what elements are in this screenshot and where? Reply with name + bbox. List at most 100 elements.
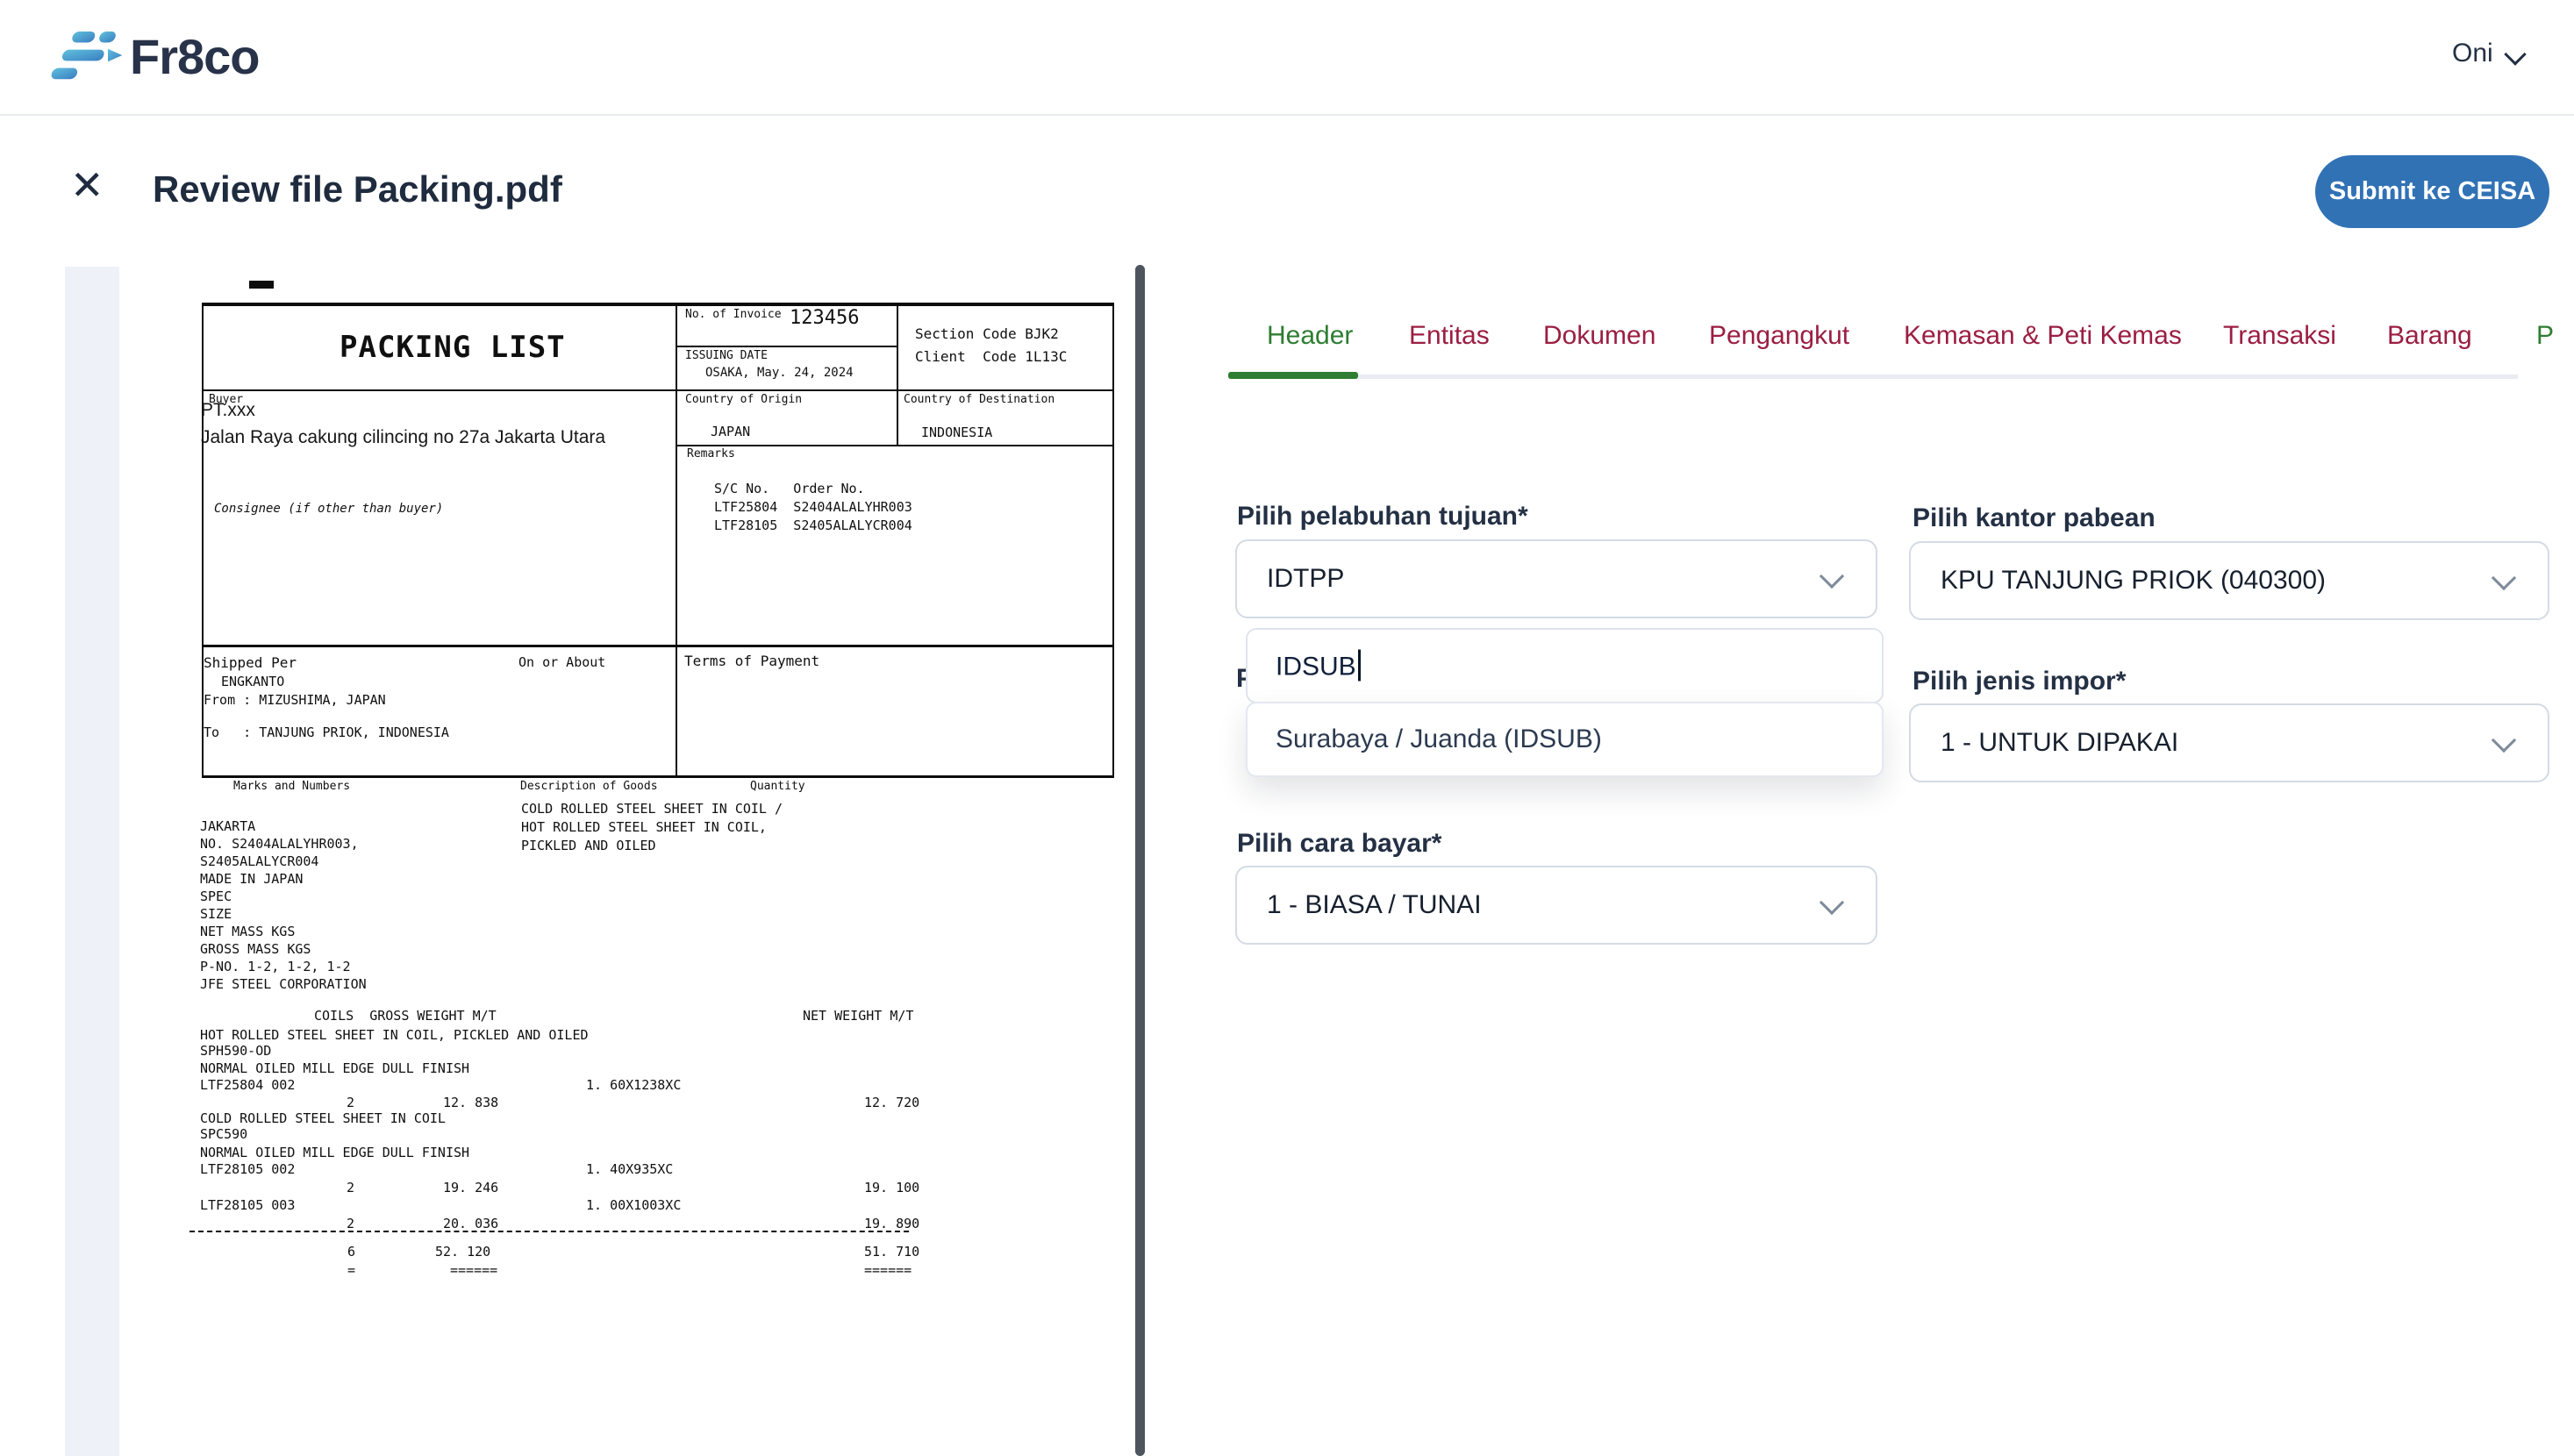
doc-item-spec: SPC590 [200, 1126, 248, 1142]
top-navbar: Fr8co Oni [0, 0, 2574, 116]
port-dropdown-panel: Surabaya / Juanda (IDSUB) [1246, 702, 1884, 777]
doc-item-size: 1. 40X935XC [586, 1161, 674, 1177]
chevron-down-icon[interactable] [2504, 43, 2527, 66]
chevron-down-icon [2491, 565, 2517, 591]
tab-clipped[interactable]: P [2536, 321, 2555, 350]
port-destination-value: IDTPP [1267, 564, 1345, 593]
doc-destination-label: Country of Destination [904, 393, 1055, 406]
brand-name: Fr8co [130, 29, 260, 84]
customs-office-value: KPU TANJUNG PRIOK (040300) [1941, 566, 2327, 595]
doc-marks-line: NET MASS KGS [200, 924, 296, 939]
doc-remarks-line: LTF28105 S2405ALALYCR004 [714, 517, 912, 533]
port-destination-label: Pilih pelabuhan tujuan* [1237, 502, 1528, 531]
port-search-input[interactable]: IDSUB [1246, 628, 1884, 703]
doc-item-gross: 12. 838 [443, 1095, 499, 1110]
chevron-down-icon [2491, 727, 2517, 753]
chevron-down-icon [1819, 889, 1845, 916]
doc-marks-line: JAKARTA [200, 818, 256, 834]
doc-item-spec: SPH590-OD [200, 1043, 272, 1059]
tab-kemasan-peti-kemas[interactable]: Kemasan & Peti Kemas [1904, 321, 2182, 350]
doc-terms-label: Terms of Payment [684, 653, 820, 669]
doc-col-quantity: Quantity [750, 780, 805, 793]
payment-method-select[interactable]: 1 - BIASA / TUNAI [1235, 866, 1877, 945]
tab-pengangkut[interactable]: Pengangkut [1709, 321, 1850, 350]
port-destination-select[interactable]: IDTPP [1235, 539, 1877, 618]
tab-header[interactable]: Header [1267, 321, 1354, 350]
tab-entitas[interactable]: Entitas [1409, 321, 1490, 350]
doc-title: PACKING LIST [340, 330, 566, 365]
doc-item-finish: NORMAL OILED MILL EDGE DULL FINISH [200, 1145, 470, 1160]
doc-remarks-label: Remarks [687, 447, 735, 460]
doc-item-net: 12. 720 [864, 1095, 920, 1110]
doc-total-gross: 52. 120 [435, 1244, 491, 1260]
doc-shipped-per-label: Shipped Per [204, 654, 297, 671]
doc-border [202, 303, 1114, 306]
doc-description-line: HOT ROLLED STEEL SHEET IN COIL, [521, 819, 767, 835]
doc-item-finish: NORMAL OILED MILL EDGE DULL FINISH [200, 1060, 470, 1076]
doc-item-lot: LTF25804 002 [200, 1077, 296, 1093]
doc-marks-line: S2405ALALYCR004 [200, 853, 319, 869]
import-type-select[interactable]: 1 - UNTUK DIPAKAI [1909, 703, 2549, 782]
doc-from-line: From : MIZUSHIMA, JAPAN [204, 692, 386, 708]
doc-vessel: ENGKANTO [221, 674, 285, 689]
submit-ceisa-label: Submit ke CEISA [2328, 177, 2536, 205]
close-icon[interactable]: ✕ [70, 162, 104, 208]
doc-border [1112, 303, 1114, 777]
doc-item-lot: LTF28105 002 [200, 1161, 296, 1177]
tab-transaksi[interactable]: Transaksi [2223, 321, 2336, 350]
import-type-label: Pilih jenis impor* [1913, 667, 2127, 696]
submit-ceisa-button[interactable]: Submit ke CEISA [2315, 155, 2549, 228]
doc-total-underline: ====== [450, 1262, 498, 1278]
doc-total-net: 51. 710 [864, 1244, 920, 1260]
customs-office-label: Pilih kantor pabean [1913, 503, 2156, 532]
doc-client-code: Client Code 1L13C [915, 348, 1068, 365]
doc-item-coils: 2 [347, 1095, 355, 1110]
doc-border [676, 445, 1114, 446]
doc-border [897, 303, 898, 446]
doc-item-lot: LTF28105 003 [200, 1197, 296, 1213]
doc-issuing-label: ISSUING DATE [685, 349, 768, 362]
doc-item-net: 19. 890 [864, 1216, 920, 1231]
doc-remarks-line: S/C No. Order No. [714, 481, 865, 496]
doc-border [676, 346, 897, 347]
doc-marks-line: MADE IN JAPAN [200, 871, 304, 887]
tab-barang[interactable]: Barang [2387, 321, 2472, 350]
doc-marks-line: GROSS MASS KGS [200, 941, 311, 957]
doc-border [202, 389, 1114, 391]
doc-item-coils: 2 [347, 1216, 355, 1231]
doc-invoice-label: No. of Invoice [685, 308, 782, 321]
doc-total-underline: ====== [864, 1262, 912, 1278]
pdf-scrollbar[interactable] [1135, 265, 1145, 1456]
doc-item-gross: 19. 246 [443, 1180, 499, 1195]
doc-item-desc: COLD ROLLED STEEL SHEET IN COIL [200, 1110, 446, 1126]
doc-border [202, 775, 1114, 778]
tab-dokumen[interactable]: Dokumen [1543, 321, 1656, 350]
customs-office-select[interactable]: KPU TANJUNG PRIOK (040300) [1909, 541, 2549, 620]
doc-marks-line: SIZE [200, 906, 232, 922]
doc-item-size: 1. 60X1238XC [586, 1077, 682, 1093]
doc-issuing-value: OSAKA, May. 24, 2024 [705, 366, 854, 380]
text-cursor [1357, 649, 1361, 682]
doc-buyer-address: Jalan Raya cakung cilincing no 27a Jakar… [201, 427, 606, 447]
doc-remarks-line: LTF25804 S2404ALALYHR003 [714, 499, 912, 515]
port-search-query: IDSUB [1276, 652, 1356, 682]
doc-consignee-label: Consignee (if other than buyer) [214, 502, 444, 516]
user-menu[interactable]: Oni [2452, 39, 2493, 68]
doc-buyer-label: Buyer [209, 393, 244, 406]
doc-buyer-name: PT.xxx [201, 400, 255, 420]
doc-item-coils: 2 [347, 1180, 355, 1195]
page-title: Review file Packing.pdf [153, 168, 562, 210]
doc-weights-header: COILS GROSS WEIGHT M/T [314, 1008, 497, 1024]
doc-marks-line: NO. S2404ALALYHR003, [200, 836, 359, 852]
fr8co-logo-icon [51, 31, 123, 80]
doc-on-or-about-label: On or About [518, 654, 606, 670]
doc-marks-line: P-NO. 1-2, 1-2, 1-2 [200, 959, 351, 974]
doc-marks-line: SPEC [200, 889, 232, 904]
doc-total-divider [189, 1231, 909, 1232]
port-dropdown-option[interactable]: Surabaya / Juanda (IDSUB) [1276, 724, 1602, 753]
doc-border [676, 303, 677, 777]
chevron-down-icon [1819, 563, 1845, 589]
doc-item-desc: HOT ROLLED STEEL SHEET IN COIL, PICKLED … [200, 1027, 589, 1043]
doc-to-line: To : TANJUNG PRIOK, INDONESIA [204, 724, 449, 740]
